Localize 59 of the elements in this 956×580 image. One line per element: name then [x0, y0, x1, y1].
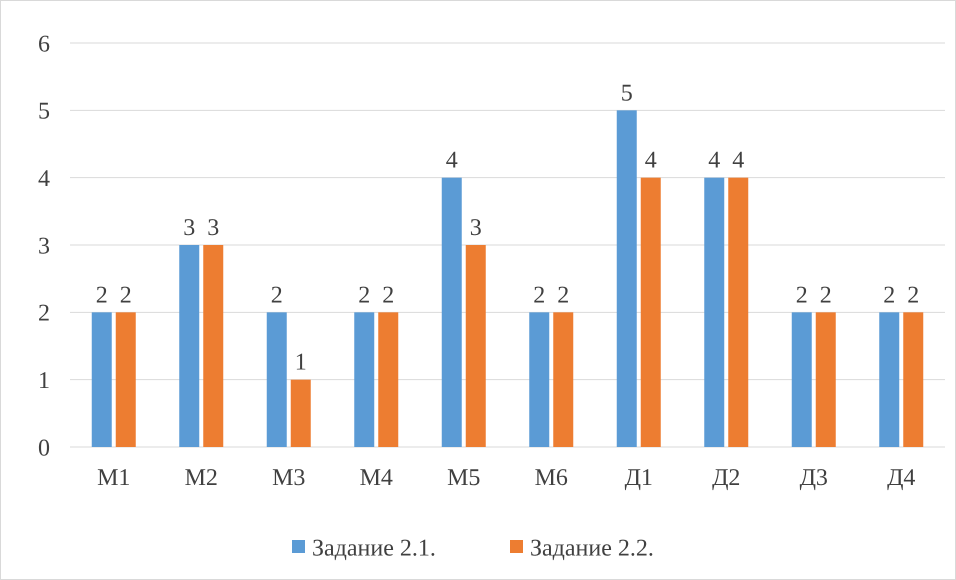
y-tick-label: 6	[38, 31, 50, 58]
bar	[704, 178, 724, 447]
data-label: 5	[620, 80, 633, 106]
x-tick-label: Д4	[887, 465, 916, 491]
bar	[879, 312, 900, 447]
data-label: 4	[732, 148, 744, 174]
data-label: 2	[270, 282, 283, 308]
y-tick-label: 1	[38, 368, 50, 394]
y-tick-label: 2	[38, 300, 50, 327]
data-label: 2	[796, 282, 808, 308]
bar	[290, 380, 311, 447]
bar	[179, 245, 200, 447]
data-label: 4	[708, 148, 720, 174]
x-tick-label: М5	[447, 465, 480, 491]
x-tick-label: М3	[272, 465, 306, 491]
x-tick-label: Д2	[712, 465, 740, 491]
y-tick-label: 0	[38, 435, 50, 462]
bar	[354, 312, 374, 447]
bar	[442, 178, 462, 447]
data-label: 1	[294, 350, 307, 376]
bar	[266, 312, 287, 447]
data-label: 4	[644, 148, 657, 174]
bar	[466, 245, 486, 447]
data-label: 2	[557, 282, 570, 308]
y-tick-label: 3	[38, 233, 50, 260]
data-label: 2	[120, 282, 132, 308]
data-label: 2	[883, 282, 896, 308]
bar	[92, 312, 112, 447]
x-tick-label: Д1	[624, 465, 653, 491]
x-tick-label: М1	[97, 465, 130, 491]
bar	[616, 110, 637, 447]
data-label: 2	[907, 282, 920, 308]
legend-label: Задание 2.1.	[312, 535, 436, 562]
bar	[792, 312, 812, 447]
bar	[378, 312, 398, 447]
data-label: 2	[820, 282, 832, 308]
data-label: 3	[207, 215, 220, 241]
bar	[116, 312, 136, 447]
x-tick-label: Д3	[800, 465, 828, 491]
bar	[553, 312, 574, 447]
y-tick-label: 4	[38, 166, 50, 192]
bar	[529, 312, 550, 447]
data-label: 3	[183, 215, 196, 241]
bar	[816, 312, 836, 447]
x-tick-label: М6	[534, 465, 568, 491]
x-tick-label: М2	[184, 465, 218, 491]
data-label: 3	[470, 215, 482, 241]
bar	[903, 312, 924, 447]
y-tick-label: 5	[38, 98, 50, 125]
bar	[728, 178, 748, 447]
bar	[203, 245, 224, 447]
data-label: 4	[446, 148, 458, 174]
data-label: 2	[533, 282, 546, 308]
legend-label: Задание 2.2.	[530, 535, 654, 562]
x-tick-label: М4	[360, 465, 393, 491]
data-label: 2	[96, 282, 108, 308]
data-label: 2	[382, 282, 394, 308]
bar	[640, 178, 661, 447]
data-label: 2	[358, 282, 370, 308]
